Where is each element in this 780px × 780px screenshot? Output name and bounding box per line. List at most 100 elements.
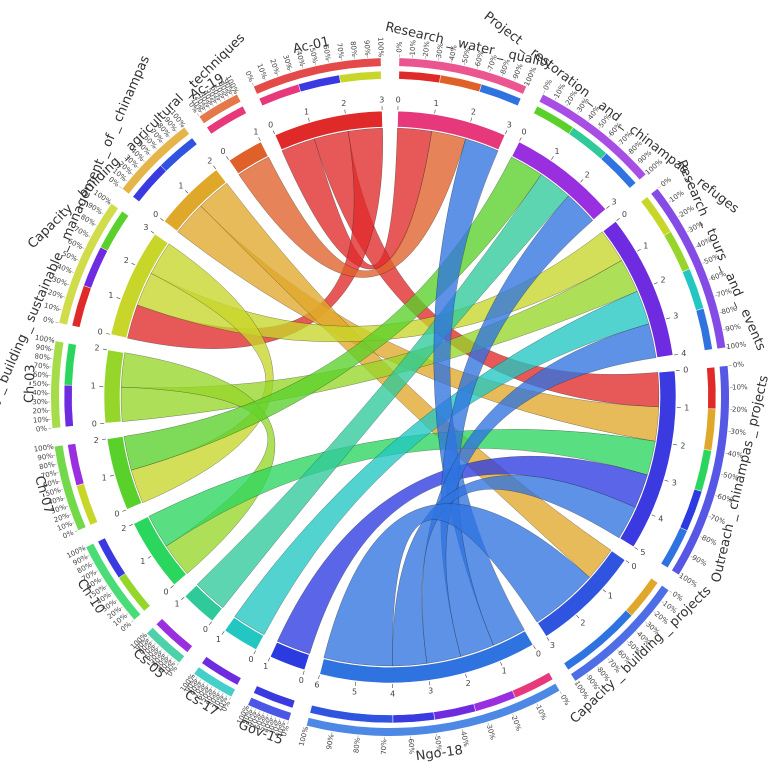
value-tick-label-capacity-building-agricultural-techniques-1: 1 xyxy=(178,182,183,191)
percent-tick-capacity-building-agricultural-techniques-2 xyxy=(130,172,133,175)
outer-ring-segment-capacity-building-sustainable-management-ch-07 xyxy=(100,210,130,252)
percent-tick-ch-07-9 xyxy=(52,455,56,457)
percent-tick-cs-17-0 xyxy=(229,697,232,701)
outer-ring-band-research-water-quality xyxy=(399,58,527,94)
outer-ring-band-cs-17 xyxy=(194,667,236,697)
percent-tick-label-ch-03-6: 60% xyxy=(33,371,49,380)
outer-ring-band-project-restoration-chinampas xyxy=(539,94,646,180)
value-tick-label-outreach-chinampas-projects-1: 1 xyxy=(684,403,689,412)
sector-label-ngo-18: Ngo-18 xyxy=(415,743,464,764)
outer-ring-segment-research-water-quality-ac-01 xyxy=(398,70,441,84)
percent-tick-label-outreach-chinampas-projects-10: 100% xyxy=(678,572,700,589)
percent-tick-label-ch-07-9: 90% xyxy=(37,452,54,463)
value-tick-label-capacity-building-projects-2: 2 xyxy=(580,618,585,627)
percent-tick-research-water-quality-10 xyxy=(526,82,528,86)
outer-ring-segment-outreach-chinampas-projects-ngo-18 xyxy=(660,527,688,569)
percent-tick-label-ac-01-1: 10% xyxy=(255,63,268,81)
percent-tick-capacity-building-agricultural-techniques-10 xyxy=(181,124,184,127)
outer-rings-layer xyxy=(50,58,729,736)
percent-tick-ac-19-8 xyxy=(227,94,229,98)
value-tick-label-project-restoration-chinampas-0: 0 xyxy=(522,127,527,136)
value-tick-ngo-18-0 xyxy=(533,645,536,650)
outer-ring-band-cs-05 xyxy=(146,627,185,663)
sector-arc-cs-05 xyxy=(184,584,223,622)
percent-tick-label-ch-03-1: 10% xyxy=(33,416,49,425)
sector-arc-ch-10 xyxy=(133,516,187,586)
percent-tick-research-water-quality-9 xyxy=(514,77,516,81)
percent-tick-label-research-water-quality-6: 60% xyxy=(474,50,486,67)
percent-tick-ac-01-6 xyxy=(327,59,329,63)
percent-tick-capacity-building-sustainable-management-4 xyxy=(70,271,74,273)
value-tick-cs-05-0 xyxy=(208,621,212,626)
value-tick-ch-07-2 xyxy=(102,438,107,440)
percent-tick-label-outreach-chinampas-projects-3: 30% xyxy=(730,428,747,438)
percent-tick-label-gov-15-0: 0% xyxy=(280,724,291,737)
percent-tick-gov-15-1 xyxy=(283,720,285,724)
percent-tick-cs-05-3 xyxy=(166,654,169,658)
percent-tick-label-ngo-18-4: 40% xyxy=(459,731,470,748)
percent-tick-ac-19-0 xyxy=(196,113,200,116)
percent-tick-capacity-building-sustainable-management-9 xyxy=(100,212,104,215)
value-tick-ngo-18-6 xyxy=(318,675,320,680)
percent-tick-capacity-building-projects-3 xyxy=(644,621,648,624)
percent-tick-label-ch-07-10: 100% xyxy=(33,443,54,454)
percent-tick-capacity-building-agricultural-techniques-6 xyxy=(154,147,158,150)
percent-tick-ac-19-5 xyxy=(215,101,218,105)
percent-tick-ac-01-4 xyxy=(301,65,304,69)
percent-tick-label-ch-07-7: 70% xyxy=(40,469,57,480)
percent-tick-ac-19-4 xyxy=(211,103,214,107)
percent-tick-label-research-tours-events-0: 0% xyxy=(659,175,673,188)
value-tick-label-ch-03-1: 1 xyxy=(91,382,96,391)
percent-tick-label-ngo-18-8: 80% xyxy=(352,737,361,754)
percent-tick-gov-15-0 xyxy=(287,721,289,725)
percent-tick-cs-05-6 xyxy=(156,646,159,649)
value-tick-research-water-quality-1 xyxy=(434,109,436,114)
outer-ring-segment-capacity-building-agricultural-techniques-capacity-building-projects xyxy=(160,137,198,172)
percent-tick-label-ngo-18-10: 100% xyxy=(298,725,311,747)
value-tick-research-water-quality-3 xyxy=(505,130,508,135)
sector-arc-cs-17 xyxy=(224,616,265,651)
percent-tick-label-research-water-quality-3: 30% xyxy=(435,42,445,59)
value-tick-label-project-restoration-chinampas-3: 3 xyxy=(611,197,616,206)
percent-tick-label-ch-07-6: 60% xyxy=(42,478,59,490)
percent-tick-gov-15-3 xyxy=(274,717,277,721)
percent-tick-research-water-quality-8 xyxy=(501,73,504,77)
value-tick-capacity-building-sustainable-management-2 xyxy=(131,262,136,266)
outer-ring-segment-gov-15-outreach-chinampas-projects xyxy=(253,685,296,709)
percent-tick-ngo-18-3 xyxy=(487,722,489,726)
percent-tick-capacity-building-projects-5 xyxy=(626,640,630,644)
percent-tick-label-ac-01-7: 70% xyxy=(335,42,345,59)
percent-tick-research-tours-events-6 xyxy=(709,278,712,280)
percent-tick-label-ch-03-0: 0% xyxy=(36,425,48,434)
percent-tick-cs-17-6 xyxy=(206,684,209,687)
percent-tick-label-capacity-building-sustainable-management-1: 10% xyxy=(43,301,60,313)
percent-tick-gov-15-6 xyxy=(262,712,264,716)
percent-tick-label-ngo-18-5: 50% xyxy=(433,735,443,752)
value-tick-label-ch-03-2: 2 xyxy=(95,344,100,353)
percent-tick-cs-05-10 xyxy=(143,633,147,637)
percent-tick-label-research-tours-events-10: 100% xyxy=(726,340,747,351)
value-tick-label-research-water-quality-3: 3 xyxy=(507,121,512,130)
sector-arc-capacity-building-agricultural-techniques xyxy=(163,169,227,232)
percent-tick-capacity-building-agricultural-techniques-3 xyxy=(136,165,139,169)
percent-tick-ac-01-2 xyxy=(276,73,279,77)
value-tick-research-tours-events-1 xyxy=(637,248,641,252)
percent-tick-research-tours-events-1 xyxy=(668,200,672,203)
percent-tick-project-restoration-chinampas-8 xyxy=(628,152,631,155)
percent-tick-project-restoration-chinampas-3 xyxy=(577,110,580,114)
percent-tick-project-restoration-chinampas-0 xyxy=(543,90,546,94)
sector-arc-ac-19 xyxy=(228,141,269,175)
outer-ring-segment-ngo-18-outreach-chinampas-projects xyxy=(392,711,435,724)
value-tick-capacity-building-sustainable-management-0 xyxy=(105,333,111,335)
value-tick-ac-19-1 xyxy=(258,137,261,142)
percent-tick-cs-17-7 xyxy=(202,681,205,685)
outer-ring-segment-cs-17-research-tours-events xyxy=(201,656,242,686)
percent-tick-label-ch-03-8: 80% xyxy=(34,352,51,362)
percent-tick-capacity-building-sustainable-management-2 xyxy=(62,296,66,298)
percent-tick-research-tours-events-4 xyxy=(695,245,699,248)
percent-tick-ngo-18-10 xyxy=(305,726,307,730)
sector-arc-ch-03 xyxy=(103,349,125,424)
value-tick-label-ngo-18-6: 6 xyxy=(314,680,319,689)
value-tick-ac-01-2 xyxy=(344,109,346,114)
percent-tick-gov-15-5 xyxy=(266,714,268,718)
